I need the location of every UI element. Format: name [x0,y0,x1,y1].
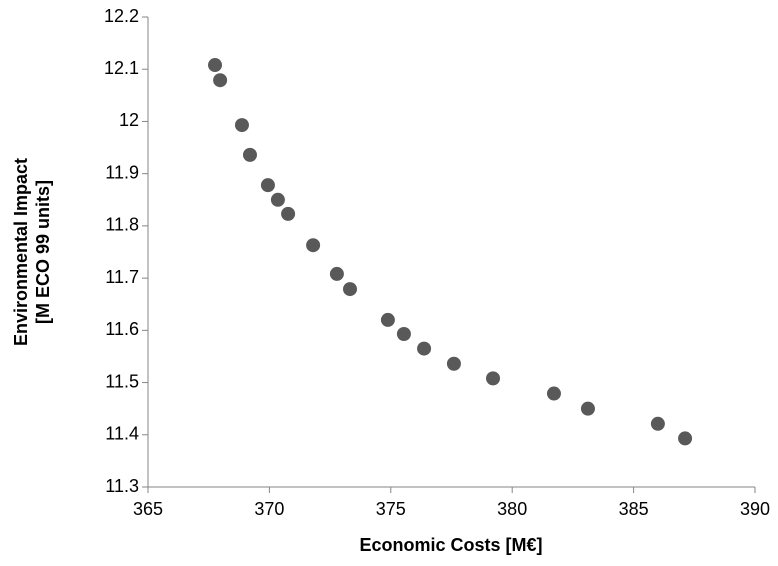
y-tick-label: 12.2 [104,6,139,26]
scatter-point [446,356,461,371]
scatter-point [260,178,275,193]
x-tick-label: 390 [740,499,770,519]
scatter-point [396,326,411,341]
scatter-point [546,386,561,401]
scatter-point [329,266,344,281]
y-tick-label: 11.3 [105,476,139,496]
scatter-point [281,206,296,221]
y-axis-label: Environmental Impact [11,158,31,346]
scatter-point [343,282,358,297]
y-tick-label: 11.6 [105,319,139,339]
y-tick-label: 11.8 [105,215,139,235]
scatter-point [270,192,285,207]
y-tick-label: 12 [119,110,139,130]
scatter-point [417,341,432,356]
y-tick-label: 11.7 [105,267,139,287]
scatter-point [580,401,595,416]
scatter-point [486,371,501,386]
y-axis-label: [M ECO 99 units] [33,180,53,324]
scatter-point [306,238,321,253]
y-tick-label: 11.5 [105,371,139,391]
x-tick-label: 380 [497,499,527,519]
scatter-point [678,431,693,446]
scatter-point [208,58,223,73]
x-tick-label: 370 [254,499,284,519]
scatter-point [650,416,665,431]
scatter-point [213,73,228,88]
y-tick-label: 12.1 [104,58,139,78]
x-tick-label: 375 [376,499,406,519]
scatter-point [234,118,249,133]
y-tick-label: 11.4 [105,424,139,444]
x-axis-label: Economic Costs [M€] [359,535,542,555]
scatter-point [380,312,395,327]
y-tick-label: 11.9 [105,162,139,182]
scatter-point [242,147,257,162]
x-tick-label: 365 [133,499,163,519]
x-tick-label: 385 [619,499,649,519]
